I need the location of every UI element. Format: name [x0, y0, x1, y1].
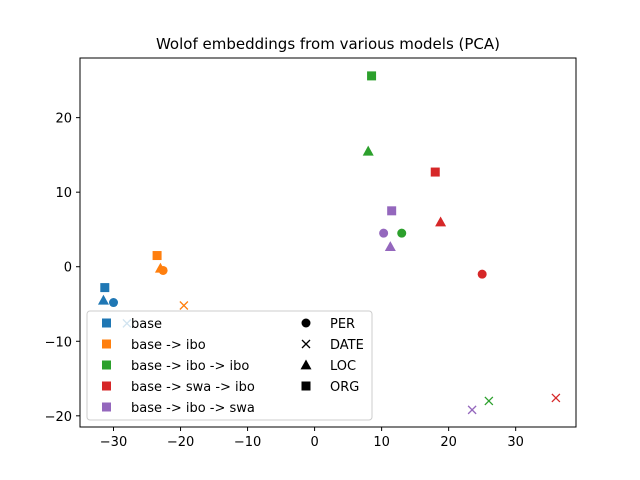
x-tick-label: 30: [507, 435, 524, 450]
data-point-loc: [97, 294, 109, 305]
legend-swatch: [102, 339, 111, 349]
legend-series-label: base -> ibo -> swa: [131, 401, 255, 416]
data-point-org: [152, 251, 162, 261]
data-point-date: [484, 396, 494, 406]
x-tick-label: −20: [167, 435, 194, 450]
legend-marker-per: [301, 318, 311, 328]
data-point-org: [367, 71, 377, 81]
legend-swatch: [102, 360, 111, 370]
data-point-org: [100, 283, 110, 293]
legend-swatch: [102, 381, 111, 391]
legend-box: [86, 310, 373, 421]
legend-series-label: base: [131, 317, 162, 332]
chart-title: Wolof embeddings from various models (PC…: [156, 35, 500, 53]
legend-marker-label: ORG: [330, 380, 359, 395]
y-tick-label: 0: [64, 261, 72, 276]
legend-marker-label: LOC: [330, 359, 356, 374]
x-tick-label: −10: [234, 435, 261, 450]
y-tick-label: 20: [55, 112, 72, 127]
legend-marker-label: PER: [330, 317, 355, 332]
legend-marker-org: [301, 381, 311, 391]
data-point-org: [430, 167, 440, 177]
data-point-loc: [362, 145, 374, 156]
data-point-per: [109, 298, 119, 308]
legend-series-label: base -> ibo: [131, 338, 206, 353]
data-point-per: [477, 269, 487, 279]
plot-frame: [79, 57, 577, 428]
data-point-per: [397, 228, 407, 238]
data-point-org: [387, 206, 397, 216]
legend-series-label: base -> ibo -> ibo: [131, 359, 249, 374]
data-point-loc: [384, 241, 396, 251]
legend-marker-date: [301, 339, 311, 349]
x-tick-label: 20: [440, 435, 457, 450]
legend-marker-label: DATE: [330, 338, 364, 353]
legend-marker-loc: [300, 359, 312, 370]
y-tick-label: 10: [55, 186, 72, 201]
data-point-date: [551, 393, 561, 403]
legend-series-label: base -> swa -> ibo: [131, 380, 255, 395]
data-point-per: [379, 228, 389, 238]
x-tick-label: 10: [373, 435, 390, 450]
legend-swatch: [102, 318, 111, 328]
data-point-loc: [435, 216, 447, 227]
data-point-loc: [154, 262, 166, 273]
x-tick-label: −30: [100, 435, 127, 450]
data-point-date: [467, 405, 477, 415]
y-tick-label: −10: [45, 335, 72, 350]
x-tick-label: 0: [310, 435, 318, 450]
legend-swatch: [102, 402, 111, 412]
data-point-date: [179, 301, 189, 310]
y-tick-label: −20: [45, 410, 72, 425]
